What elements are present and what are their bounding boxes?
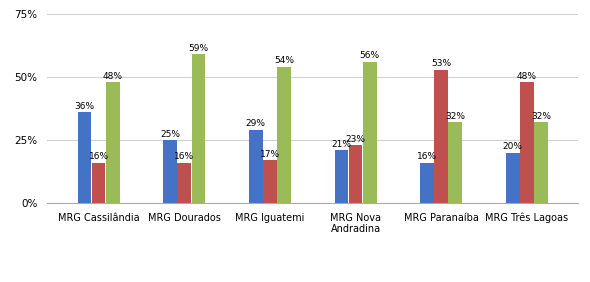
Bar xyxy=(277,67,291,203)
Text: 20%: 20% xyxy=(503,142,523,151)
Text: 54%: 54% xyxy=(274,56,294,65)
Bar xyxy=(106,82,120,203)
Bar xyxy=(349,145,362,203)
Bar xyxy=(363,62,376,203)
Text: 17%: 17% xyxy=(260,150,280,159)
Text: 59%: 59% xyxy=(188,44,208,53)
Text: 25%: 25% xyxy=(160,129,180,138)
Bar xyxy=(335,150,348,203)
Legend: AGRO, IND, COM E SERV: AGRO, IND, COM E SERV xyxy=(209,280,417,282)
Text: 53%: 53% xyxy=(431,59,451,68)
Text: 21%: 21% xyxy=(332,140,352,149)
Text: 56%: 56% xyxy=(359,51,380,60)
Bar xyxy=(434,70,448,203)
Bar xyxy=(448,122,462,203)
Bar xyxy=(178,163,191,203)
Text: 48%: 48% xyxy=(517,72,537,81)
Text: 48%: 48% xyxy=(103,72,123,81)
Text: 16%: 16% xyxy=(88,152,109,161)
Bar xyxy=(249,130,263,203)
Bar xyxy=(263,160,277,203)
Bar xyxy=(163,140,177,203)
Text: 16%: 16% xyxy=(174,152,194,161)
Bar xyxy=(91,163,106,203)
Bar xyxy=(534,122,548,203)
Text: 32%: 32% xyxy=(445,112,466,121)
Text: 23%: 23% xyxy=(346,135,366,144)
Bar xyxy=(420,163,434,203)
Bar xyxy=(520,82,534,203)
Text: 36%: 36% xyxy=(74,102,94,111)
Bar xyxy=(506,153,520,203)
Text: 32%: 32% xyxy=(531,112,551,121)
Bar xyxy=(192,54,205,203)
Text: 16%: 16% xyxy=(417,152,437,161)
Text: 29%: 29% xyxy=(246,120,266,129)
Bar xyxy=(78,112,91,203)
